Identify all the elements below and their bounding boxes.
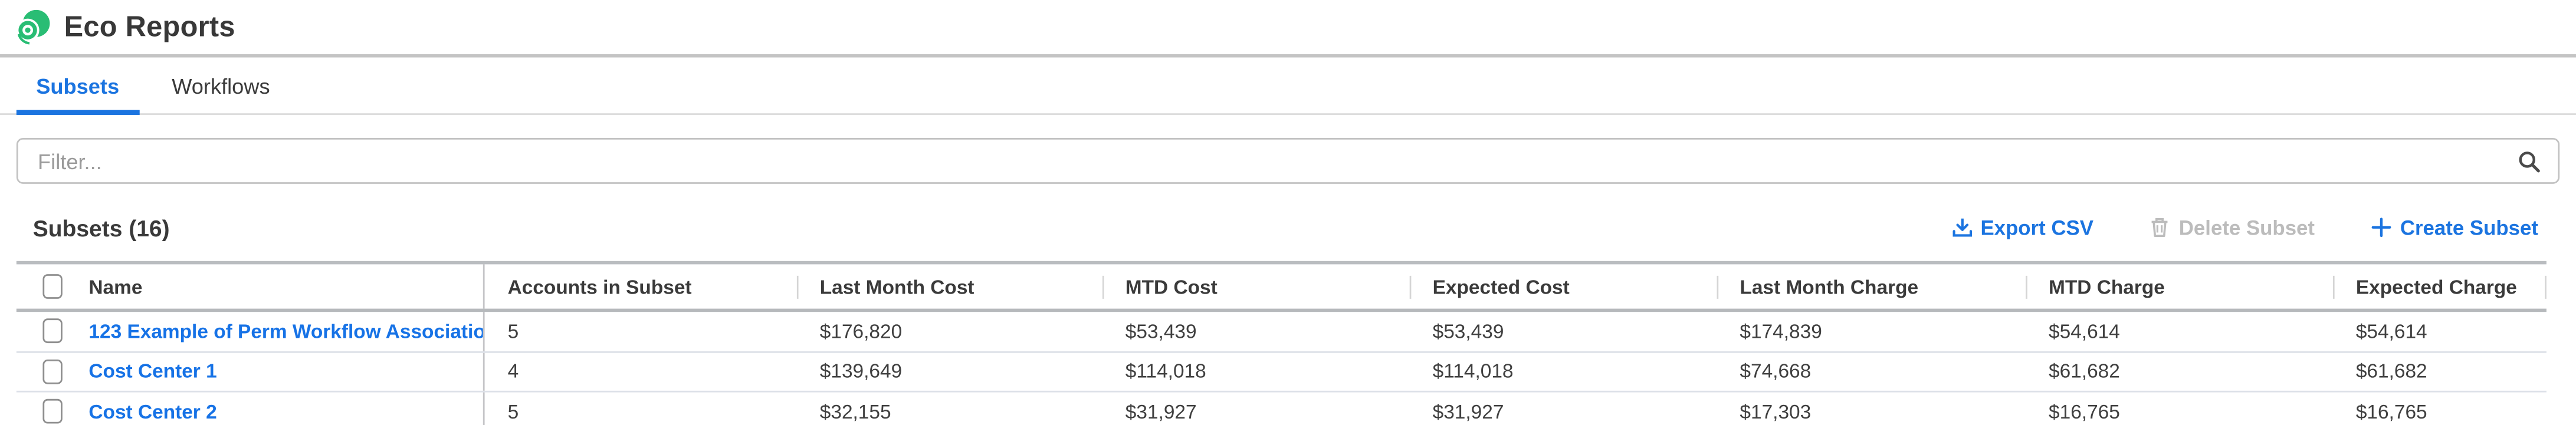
cell-value: $61,682 (2355, 360, 2427, 383)
tab-subsets[interactable]: Subsets (16, 57, 139, 115)
cell-value: $16,765 (2355, 400, 2427, 423)
cell-value: $74,668 (1740, 360, 1812, 383)
filter-bar (16, 137, 2560, 184)
column-header-mtd-cost[interactable]: MTD Cost (1102, 264, 1410, 308)
accounts-cell: 4 (485, 352, 797, 390)
delete-subset-button[interactable]: Delete Subset (2150, 216, 2315, 239)
tab-subsets-label: Subsets (36, 73, 120, 98)
cell-value: $53,439 (1125, 319, 1197, 343)
cell-value: 4 (507, 360, 519, 383)
column-header-expected-charge[interactable]: Expected Charge (2333, 264, 2547, 308)
cell-value: $16,765 (2049, 400, 2120, 423)
expected-charge-cell: $16,765 (2333, 393, 2547, 425)
table-header-row: Name Accounts in Subset Last Month Cost … (16, 261, 2547, 312)
mtd-charge-cell: $61,682 (2026, 352, 2333, 390)
column-header-last-month-charge[interactable]: Last Month Charge (1717, 264, 2026, 308)
row-checkbox[interactable] (42, 319, 63, 344)
cell-value: $61,682 (2049, 360, 2120, 383)
expected-cost-cell: $31,927 (1410, 393, 1717, 425)
table-row: Cost Center 1 4 $139,649 $114,018 $114,0… (16, 352, 2547, 393)
expected-cost-cell: $53,439 (1410, 312, 1717, 350)
column-header-label: Name (88, 275, 143, 298)
create-subset-label: Create Subset (2400, 216, 2538, 239)
cell-value: $53,439 (1432, 319, 1504, 343)
column-header-label: Last Month Charge (1740, 275, 1919, 298)
cell-value: $54,614 (2355, 319, 2427, 343)
trash-icon (2152, 218, 2168, 238)
name-cell: Cost Center 1 (17, 352, 485, 391)
mtd-cost-cell: $31,927 (1102, 393, 1410, 425)
expected-charge-cell: $54,614 (2333, 312, 2547, 350)
last-month-cost-cell: $176,820 (797, 312, 1102, 350)
table-row: Cost Center 2 5 $32,155 $31,927 $31,927 … (17, 392, 2547, 425)
name-cell: 123 Example of Perm Workflow Association (17, 312, 485, 351)
column-header-label: Last Month Cost (819, 275, 974, 298)
row-checkbox[interactable] (42, 399, 63, 424)
column-header-mtd-charge[interactable]: MTD Charge (2026, 264, 2333, 308)
tab-workflows[interactable]: Workflows (152, 57, 290, 113)
cell-value: 5 (507, 319, 519, 343)
mtd-charge-cell: $16,765 (2026, 393, 2333, 425)
column-header-label: Expected Cost (1432, 275, 1570, 298)
subsets-table: Name Accounts in Subset Last Month Cost … (16, 261, 2547, 425)
column-header-last-month-cost[interactable]: Last Month Cost (797, 264, 1102, 308)
expected-charge-cell: $61,682 (2333, 352, 2547, 390)
cell-value: $32,155 (819, 400, 891, 423)
column-header-accounts[interactable]: Accounts in Subset (485, 264, 797, 308)
cell-value: $176,820 (819, 319, 903, 343)
filter-input[interactable] (34, 147, 2517, 175)
mtd-charge-cell: $54,614 (2026, 312, 2333, 350)
page-title: Eco Reports (64, 9, 235, 43)
column-header-label: Expected Charge (2355, 275, 2517, 298)
cell-value: $31,927 (1432, 400, 1504, 423)
accounts-cell: 5 (485, 393, 797, 425)
download-icon (1952, 218, 1971, 237)
last-month-cost-cell: $139,649 (797, 352, 1102, 390)
row-checkbox[interactable] (42, 359, 63, 384)
column-header-label: MTD Cost (1125, 275, 1218, 298)
last-month-charge-cell: $174,839 (1717, 312, 2026, 350)
column-header-expected-cost[interactable]: Expected Cost (1410, 264, 1717, 308)
subsets-toolbar: Subsets (16) Export CSV Delete Subset (33, 213, 2538, 241)
column-header-label: Accounts in Subset (507, 275, 692, 298)
delete-subset-label: Delete Subset (2178, 216, 2315, 239)
app-header: Eco Reports (0, 0, 2576, 58)
last-month-charge-cell: $17,303 (1717, 393, 2026, 425)
cell-value: $174,839 (1740, 319, 1822, 343)
plus-icon (2371, 218, 2391, 238)
tab-bar: Subsets Workflows (0, 57, 2576, 115)
mtd-cost-cell: $53,439 (1102, 312, 1410, 350)
last-month-charge-cell: $74,668 (1717, 352, 2026, 390)
table-row: 123 Example of Perm Workflow Association… (16, 312, 2547, 352)
search-icon[interactable] (2517, 149, 2542, 173)
cell-value: $114,018 (1432, 360, 1514, 383)
create-subset-button[interactable]: Create Subset (2371, 216, 2538, 239)
mtd-cost-cell: $114,018 (1102, 352, 1410, 390)
cell-value: $17,303 (1740, 400, 1812, 423)
cell-value: $54,614 (2049, 319, 2120, 343)
cell-value: $114,018 (1125, 360, 1206, 383)
expected-cost-cell: $114,018 (1410, 352, 1717, 390)
tab-workflows-label: Workflows (172, 73, 270, 98)
accounts-cell: 5 (485, 312, 797, 350)
cell-value: 5 (507, 400, 519, 423)
export-csv-button[interactable]: Export CSV (1951, 216, 2093, 239)
select-all-checkbox[interactable] (42, 274, 63, 299)
subset-name-link[interactable]: Cost Center 2 (88, 400, 217, 423)
column-header-label: MTD Charge (2049, 275, 2165, 298)
subset-name-link[interactable]: 123 Example of Perm Workflow Association (88, 319, 483, 343)
last-month-cost-cell: $32,155 (797, 393, 1102, 425)
export-csv-label: Export CSV (1980, 216, 2093, 239)
cell-value: $139,649 (819, 360, 903, 383)
cell-value: $31,927 (1125, 400, 1197, 423)
app-logo-icon (16, 9, 50, 44)
section-title: Subsets (16) (32, 214, 170, 241)
column-header-name[interactable]: Name (17, 264, 485, 309)
name-cell: Cost Center 2 (17, 392, 485, 425)
toolbar-actions: Export CSV Delete Subset Create Subset (1951, 216, 2538, 239)
subset-name-link[interactable]: Cost Center 1 (88, 360, 217, 383)
